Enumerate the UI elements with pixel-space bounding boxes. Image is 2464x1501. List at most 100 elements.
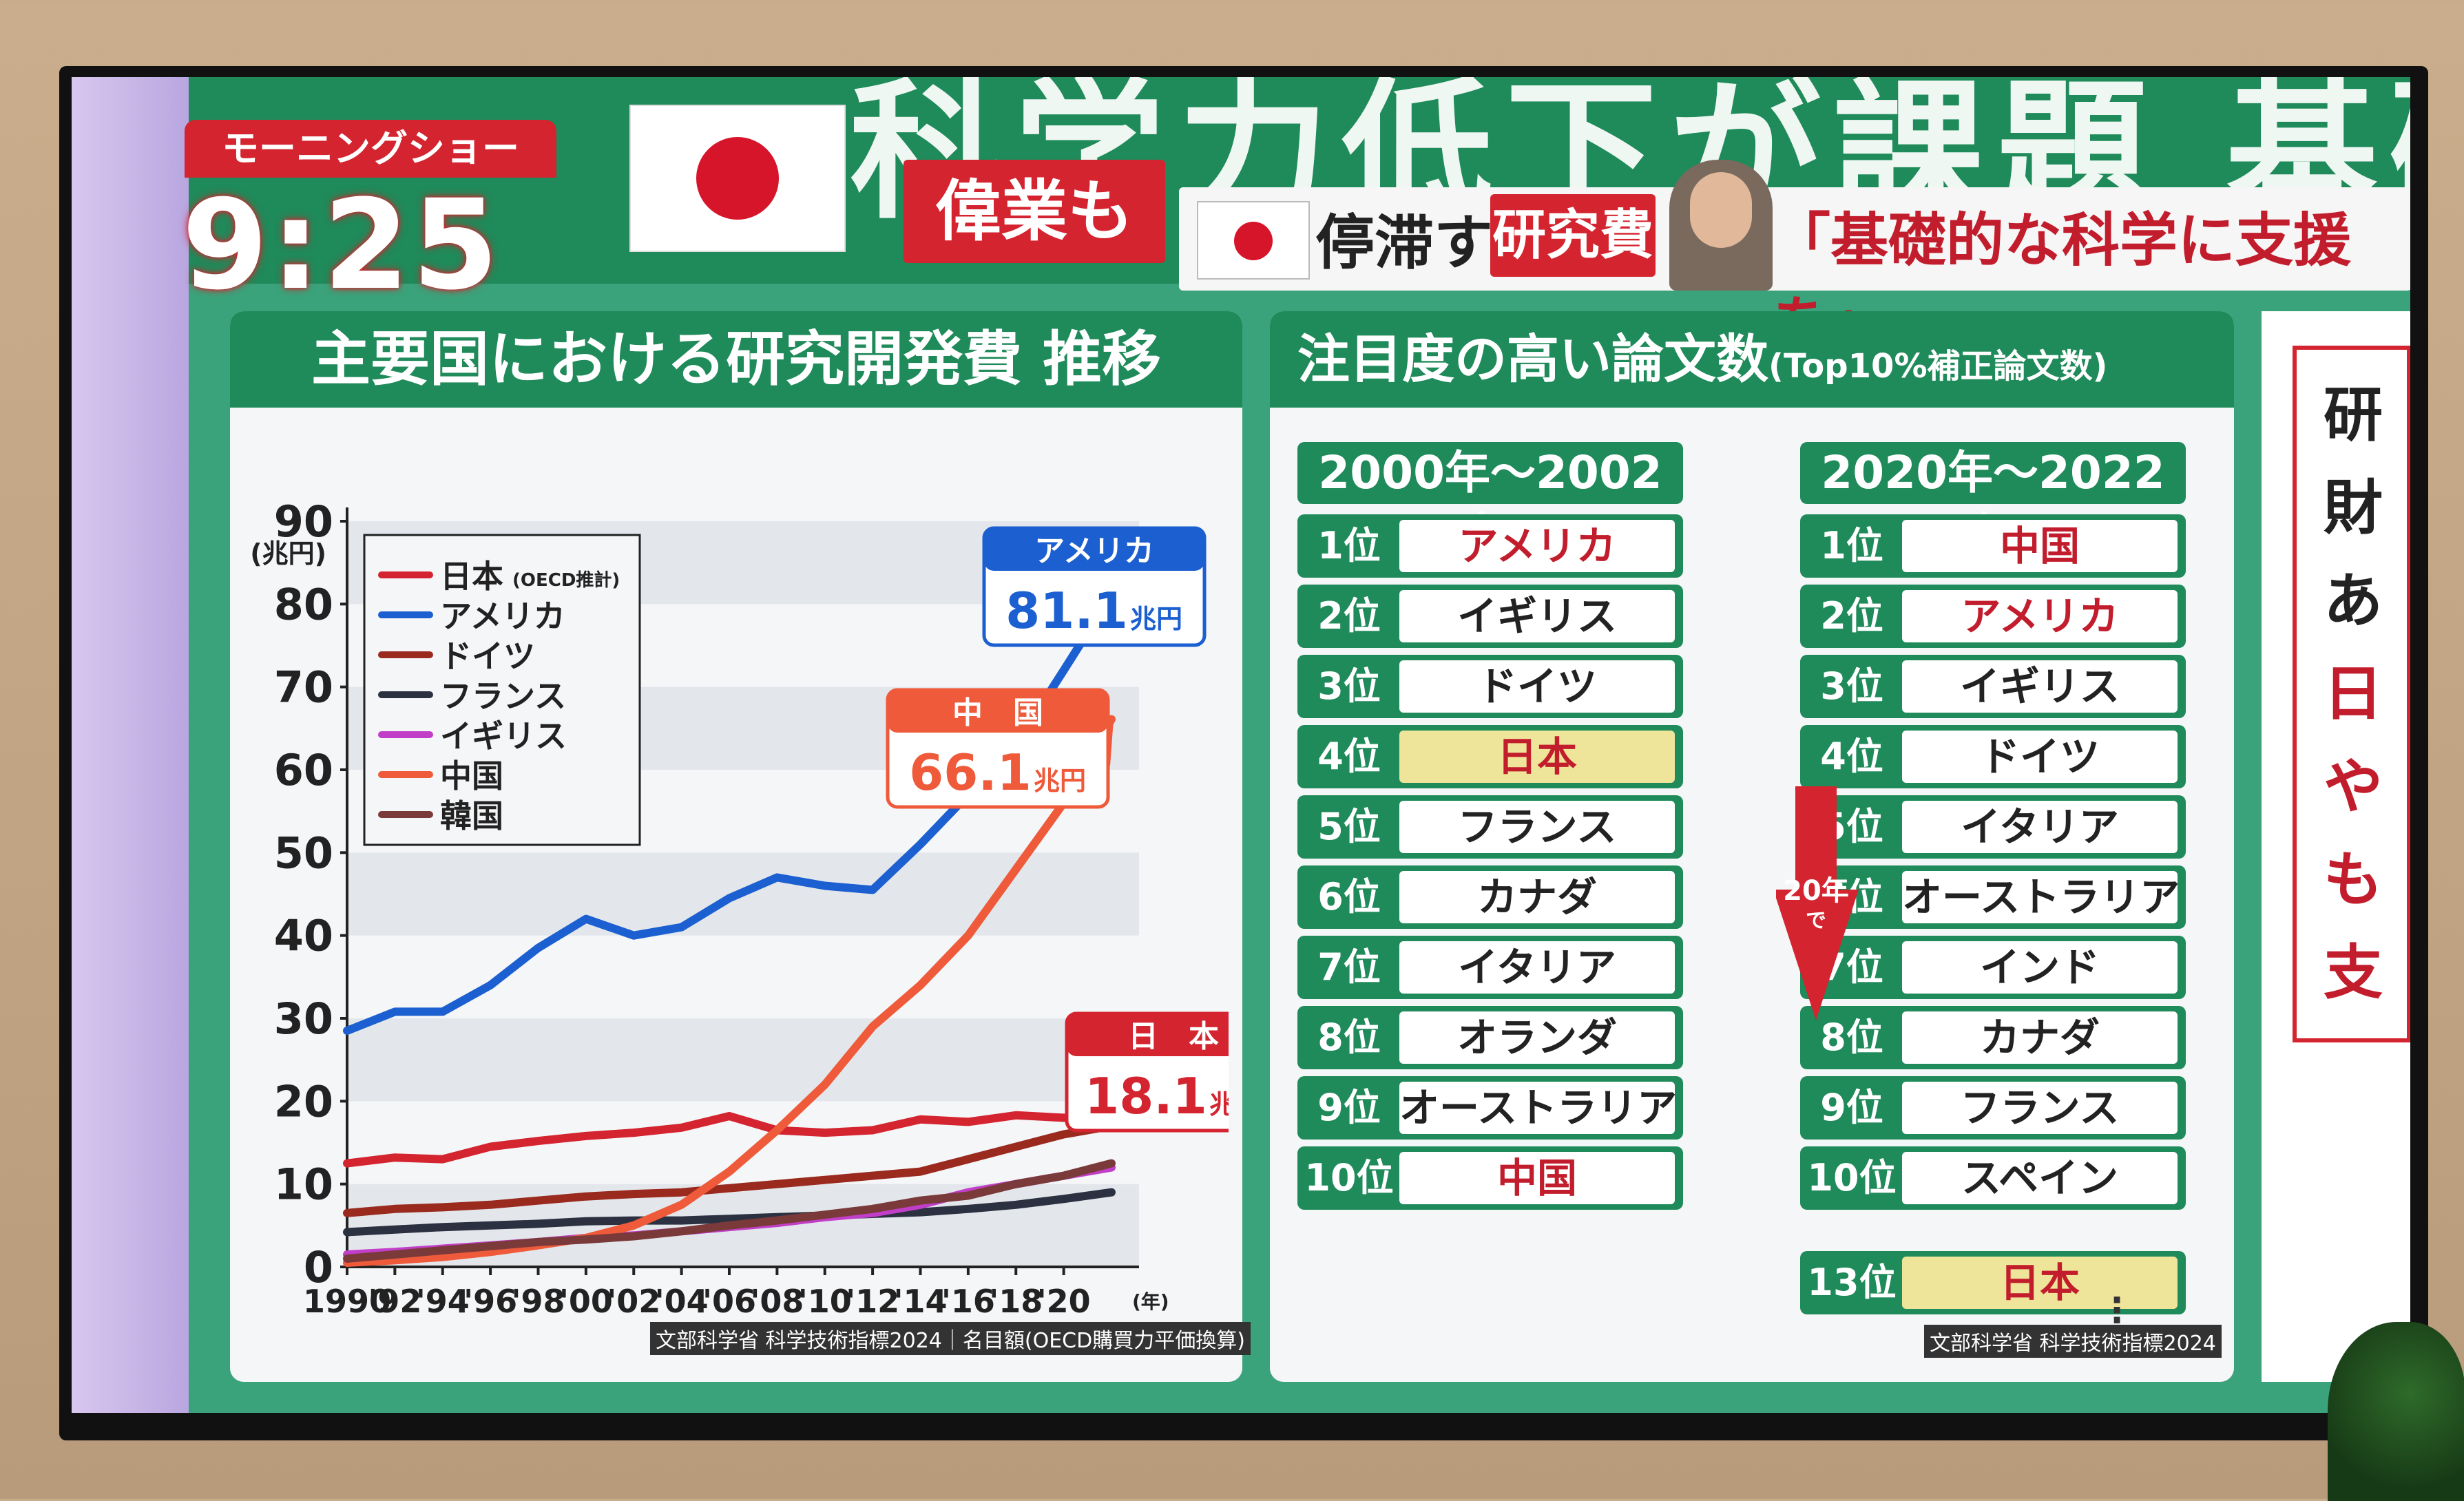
y-tick-label: 90 (274, 496, 333, 547)
country-name: ドイツ (1399, 660, 1675, 713)
country-name: イギリス (1902, 660, 2178, 713)
country-name: アメリカ (1399, 520, 1675, 572)
x-tick-label: '96 (463, 1283, 517, 1320)
legend (363, 534, 641, 846)
japan-flag-small-icon (1197, 201, 1310, 280)
x-tick-label: '94 (416, 1283, 470, 1320)
side-char: 財 (2324, 474, 2383, 543)
y-tick-label: 20 (274, 1076, 333, 1126)
callout-label: 中 国 (952, 695, 1043, 731)
rank-label: 10位 (1304, 1156, 1394, 1199)
x-tick-label: '16 (941, 1283, 995, 1320)
rank-label: 8位 (1317, 1016, 1381, 1059)
chart-panel-title: 主要国における研究開発費 推移 (230, 311, 1242, 408)
country-name: オーストラリア (1399, 1082, 1675, 1134)
country-name: イタリア (1902, 801, 2178, 853)
country-name: フランス (1399, 801, 1675, 853)
callout-value: 66.1 (909, 744, 1032, 801)
x-tick-label: '92 (368, 1283, 421, 1320)
y-axis-label: (兆円) (250, 538, 326, 569)
plant (2328, 1322, 2464, 1501)
x-tick-label: '12 (846, 1283, 899, 1320)
callout-label: アメリカ (1034, 534, 1154, 569)
x-tick-label: '10 (798, 1283, 852, 1320)
country-name: 日本 (1902, 1257, 2178, 1309)
program-label: モーニングショー (185, 120, 556, 178)
rank-label: 1位 (1820, 524, 1883, 567)
side-char: も (2324, 846, 2383, 914)
period-b-row: 2位 アメリカ (1800, 585, 2186, 648)
clock: 9:25 (182, 174, 501, 317)
rank-label: 4位 (1820, 735, 1883, 778)
japan-flag-icon (629, 105, 846, 252)
series-line-フランス (343, 1188, 1116, 1237)
left-rail (72, 77, 189, 1413)
side-char: 支 (2324, 938, 2383, 1007)
side-panel-box (2293, 346, 2410, 1042)
period-a-row: 3位 ドイツ (1297, 655, 1683, 718)
country-name: オーストラリア (1902, 871, 2178, 923)
rank-label: 6位 (1317, 875, 1381, 919)
legend-label: アメリカ (440, 598, 565, 635)
country-name: アメリカ (1902, 590, 2178, 642)
y-tick-label: 10 (274, 1159, 333, 1210)
callout-label: 日 本 (1128, 1019, 1219, 1054)
callout-value: 81.1 (1005, 582, 1128, 640)
period-b-row: 8位 カナダ (1800, 1006, 2186, 1069)
callout-head (1067, 1014, 1229, 1056)
chart-source: 文部科学省 科学技術指標2024｜名目額(OECD購買力平価換算) (650, 1322, 1251, 1355)
side-char: 日 (2324, 660, 2383, 728)
rank-label: 13位 (1807, 1261, 1897, 1304)
x-tick-label: '20 (1037, 1283, 1091, 1320)
ranking-panel-title: 注目度の高い論文数(Top10%補正論文数) (1270, 311, 2234, 408)
rank-label: 2位 (1317, 594, 1381, 638)
y-tick-label: 80 (274, 579, 333, 629)
country-name: オランダ (1399, 1011, 1675, 1064)
country-name: イギリス (1399, 590, 1675, 642)
callout-value: 18.1 (1085, 1067, 1207, 1125)
period-a-row: 7位 イタリア (1297, 936, 1683, 999)
y-tick-label: 30 (274, 994, 333, 1044)
side-char: あ (2324, 567, 2383, 636)
x-tick-label: '98 (511, 1283, 565, 1320)
country-name: ドイツ (1902, 731, 2178, 783)
side-char: 研 (2324, 381, 2383, 450)
arrow-label-years: 20年 (1783, 875, 1849, 907)
series-line-韓国 (343, 1159, 1116, 1263)
period-a-heading: 2000年〜2002年 (1297, 442, 1683, 561)
ranking-source: 文部科学省 科学技術指標2024 (1924, 1325, 2222, 1358)
country-name: 中国 (1399, 1152, 1675, 1204)
rank-label: 1位 (1317, 524, 1381, 567)
person-photo (1669, 160, 1773, 291)
side-char: や (2324, 753, 2383, 821)
period-a-row: 1位 アメリカ (1297, 514, 1683, 578)
period-b-row: 4位 ドイツ (1800, 725, 2186, 788)
x-tick-label: '02 (607, 1283, 660, 1320)
period-a-row: 8位 オランダ (1297, 1006, 1683, 1069)
period-b-extra-row: 13位 日本 (1800, 1251, 2186, 1314)
ranking-title: 注目度の高い論文数 (1297, 328, 1768, 390)
y-tick-label: 50 (274, 828, 333, 878)
x-tick-label: '00 (559, 1283, 613, 1320)
y-tick-label: 0 (304, 1242, 333, 1292)
line-chart: 0102030405060708090(兆円)1990'92'94'96'98'… (244, 421, 1229, 1372)
rank-label: 2位 (1820, 594, 1883, 638)
screen-content: 科学力低下が課題 基礎研究 モーニングショー 9:25 偉業も 停滞する 研究費… (72, 77, 2410, 1413)
y-tick-label: 70 (274, 662, 333, 713)
period-a-row: 4位 日本 (1297, 725, 1683, 788)
x-axis-label: (年) (1132, 1290, 1169, 1313)
country-name: 日本 (1399, 731, 1675, 783)
country-name: インド (1902, 941, 2178, 994)
x-tick-label: '08 (750, 1283, 804, 1320)
arrow-label-de: で (1806, 909, 1826, 933)
callout-head (888, 690, 1108, 733)
x-tick-label: '14 (893, 1283, 947, 1320)
callout-unit: 兆円 (1130, 604, 1182, 634)
legend-label: フランス (440, 678, 566, 715)
period-a-row: 2位 イギリス (1297, 585, 1683, 648)
headline-strip (1179, 187, 2410, 291)
grid-band (347, 1018, 1139, 1102)
country-name: スペイン (1902, 1152, 2178, 1204)
rank-label: 7位 (1317, 945, 1381, 989)
country-name: イタリア (1399, 941, 1675, 994)
